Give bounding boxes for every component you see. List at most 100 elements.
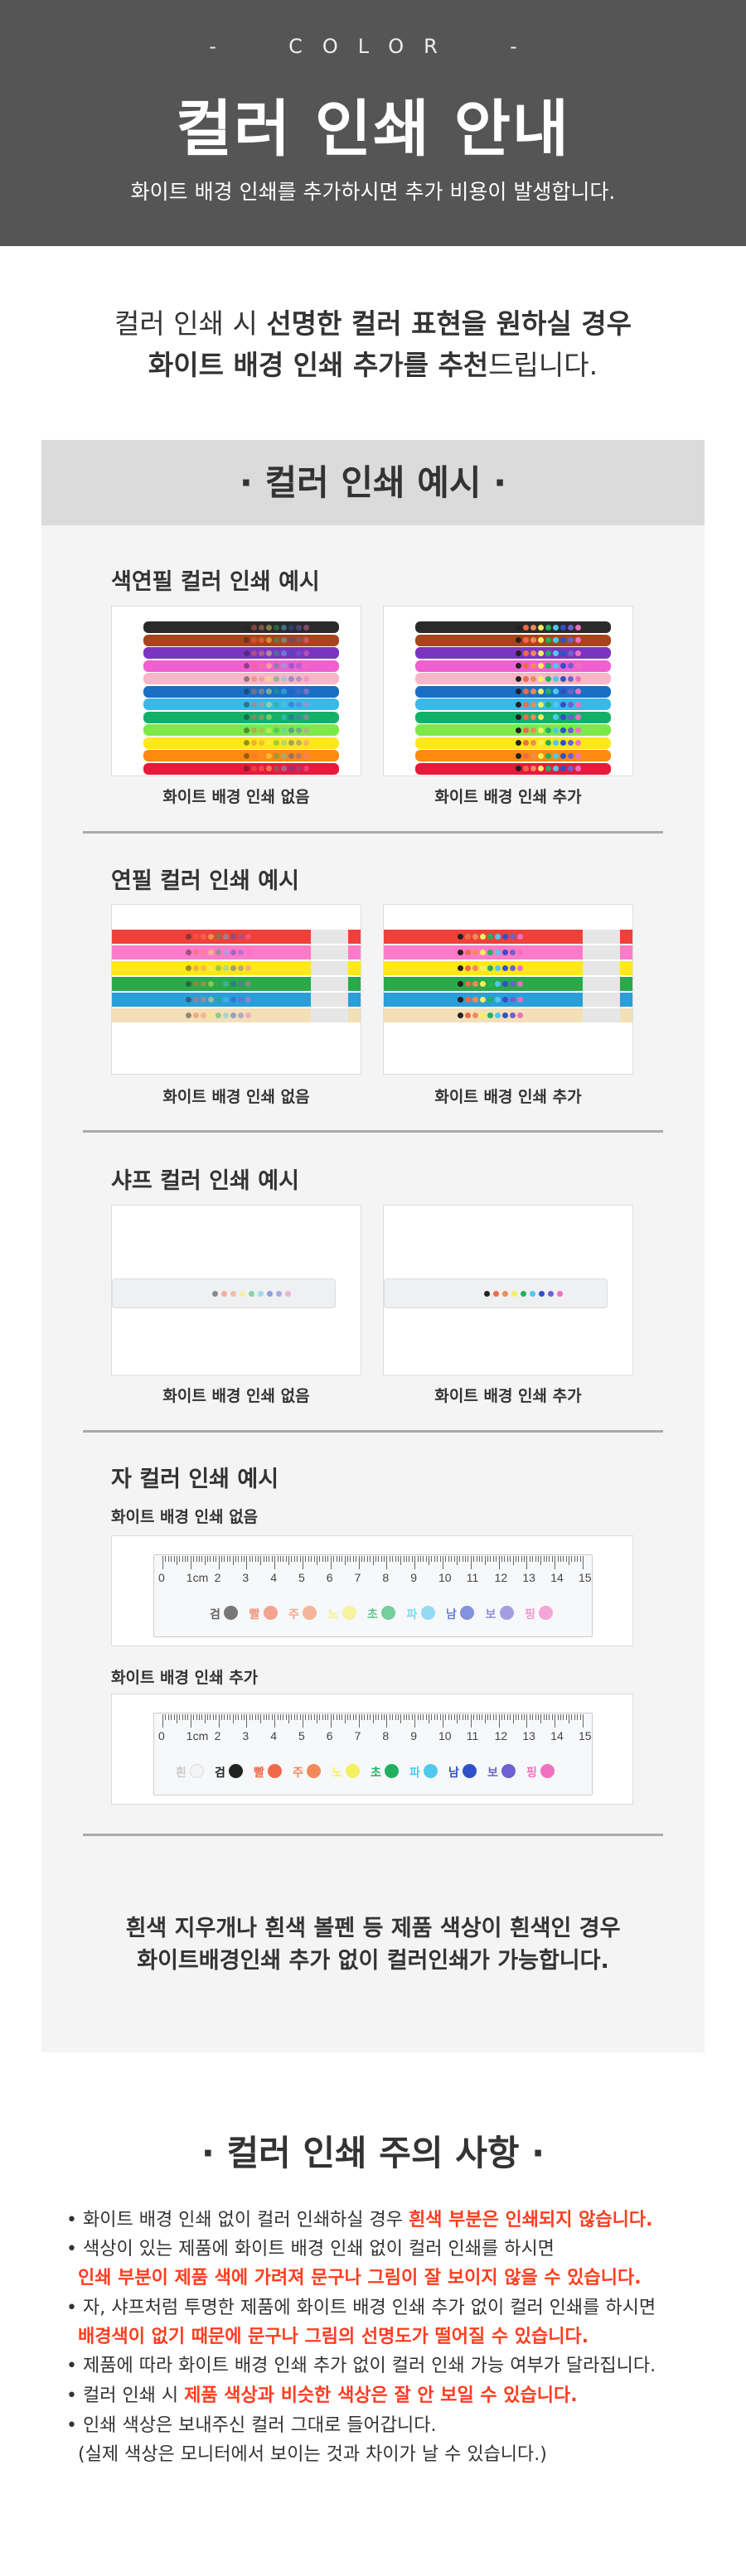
caution-highlight: 인쇄 부분이 제품 색에 가려져 문구나 그림이 잘 보이지 않을 수 있습니다… — [78, 2268, 642, 2288]
print-dot — [530, 727, 536, 733]
print-dot — [517, 965, 523, 971]
print-dot — [244, 727, 249, 733]
print-dot — [216, 997, 221, 1003]
ruler-tick — [325, 1556, 327, 1562]
print-dot — [480, 997, 486, 1003]
ruler-tick — [226, 1714, 228, 1720]
ruler-tick — [210, 1556, 211, 1562]
print-dot — [495, 1013, 501, 1018]
print-dot — [259, 675, 264, 682]
ruler-tick — [224, 1714, 225, 1720]
product-body — [143, 660, 339, 672]
print-dot — [510, 997, 516, 1003]
print-dot — [259, 650, 264, 656]
print-dot — [303, 689, 309, 694]
print-dot — [245, 981, 251, 987]
print-dot — [303, 714, 309, 720]
print-dot — [545, 675, 551, 682]
ruler-tick — [330, 1714, 332, 1728]
ruler-tick — [579, 1556, 581, 1562]
ruler-tick — [498, 1556, 500, 1569]
print-dot — [568, 727, 574, 733]
print-dot — [238, 934, 244, 940]
product-body — [415, 621, 611, 633]
print-dot — [530, 663, 536, 669]
ruler-tick — [456, 1714, 458, 1723]
print-dot — [193, 981, 199, 987]
print-dot — [201, 934, 206, 940]
color-label: 노 — [327, 1608, 339, 1621]
note-line-1: 흰색 지우개나 흰색 볼펜 등 제품 색상이 흰색인 경우 — [125, 1916, 621, 1941]
print-dot — [281, 689, 287, 694]
ruler-number: 4 — [270, 1729, 277, 1742]
ruler-tick — [484, 1556, 486, 1565]
print-dot — [575, 752, 581, 759]
print-dot — [517, 1013, 523, 1018]
print-dot — [244, 675, 249, 682]
ruler-tick — [501, 1556, 502, 1562]
color-label: 주 — [288, 1608, 299, 1621]
ruler-tick — [448, 1714, 449, 1720]
print-dot — [244, 650, 249, 656]
print-dot — [530, 752, 536, 759]
section-title: 색연필 컬러 인쇄 예시 — [111, 569, 320, 595]
eraser — [583, 930, 620, 944]
ruler-tick — [459, 1556, 461, 1562]
ruler-tick — [490, 1556, 492, 1562]
print-dot — [281, 637, 287, 643]
color-dot — [342, 1606, 356, 1620]
ruler-photo-with-white: 0 1cm 2 3 4 5 6 7 8 9 10 11 12 13 14 15 흰 검 빨 주 노 초 파 남 보 핑 — [111, 1694, 633, 1805]
ruler-tick — [540, 1556, 542, 1565]
ruler-tick — [543, 1556, 545, 1562]
ruler-tick — [380, 1556, 382, 1562]
print-dot — [259, 663, 264, 669]
print-dot — [251, 714, 257, 720]
print-dot — [545, 650, 551, 656]
ruler-tick — [384, 1556, 385, 1562]
print-dot — [266, 637, 272, 643]
print-dot — [244, 637, 249, 643]
ruler-tick — [372, 1714, 374, 1723]
print-dot — [538, 701, 544, 708]
print-dot — [245, 950, 251, 955]
ruler-tick — [417, 1714, 419, 1720]
ruler-tick — [224, 1556, 225, 1562]
print-dot — [244, 663, 249, 669]
print-dot — [274, 766, 279, 771]
color-dot — [268, 1764, 282, 1778]
print-dot — [303, 650, 309, 656]
ruler-tick — [456, 1556, 458, 1565]
print-dot — [245, 1013, 251, 1018]
product-body — [384, 977, 632, 991]
print-dot — [458, 981, 463, 987]
print-dot — [244, 624, 249, 631]
ruler-tick — [386, 1556, 388, 1569]
print-dot — [568, 689, 574, 694]
ruler-number: 3 — [242, 1729, 249, 1742]
ruler-tick — [563, 1556, 564, 1562]
print-dot — [296, 663, 302, 669]
print-dot — [201, 965, 206, 971]
print-dot — [296, 650, 302, 656]
ruler-tick — [193, 1714, 195, 1720]
eraser — [583, 1008, 620, 1022]
ruler-tick — [235, 1556, 236, 1562]
print-dot — [216, 950, 221, 955]
ruler-tick — [395, 1556, 396, 1562]
print-dot — [516, 637, 521, 643]
print-dot — [201, 1013, 206, 1018]
print-dot — [575, 689, 581, 694]
ruler-tick — [512, 1714, 514, 1723]
print-dot — [545, 714, 551, 720]
ruler-tick — [198, 1714, 200, 1720]
caution-item: • 제품에 따라 화이트 배경 인쇄 추가 없이 컬러 인쇄 가능 여부가 달라… — [66, 2356, 656, 2376]
ruler-tick — [288, 1714, 290, 1723]
print-dot — [281, 675, 287, 682]
pencil-photo-with-white — [383, 904, 633, 1075]
ruler-tick — [560, 1714, 561, 1720]
print-dot — [296, 752, 302, 759]
print-dot — [560, 637, 566, 643]
print-dot — [568, 637, 574, 643]
print-dot — [186, 1013, 191, 1018]
print-dot — [560, 650, 566, 656]
